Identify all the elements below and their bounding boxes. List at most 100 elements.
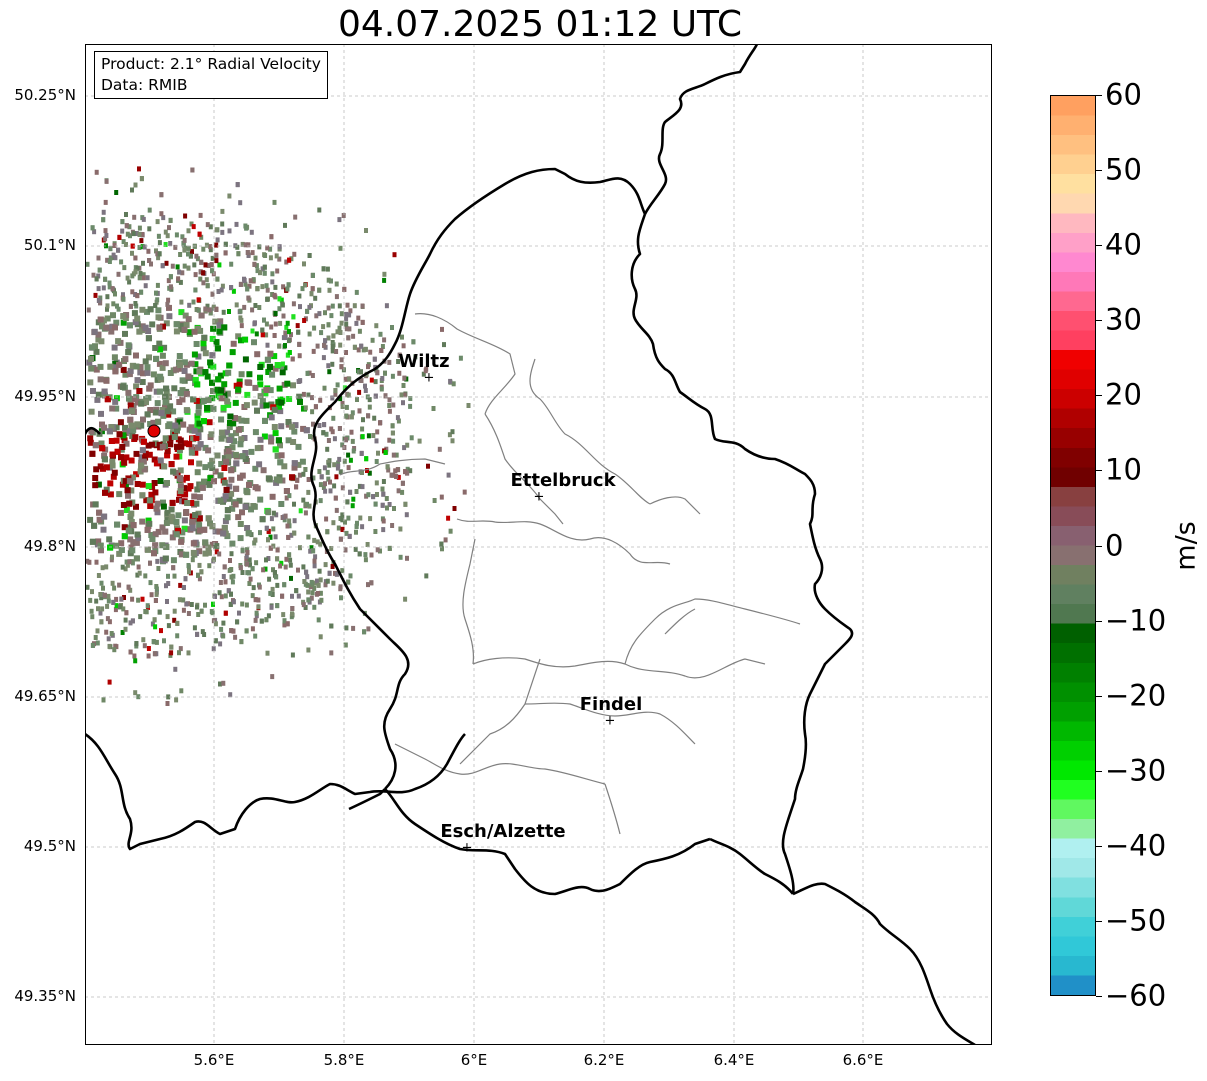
radar-echo-pixel [188, 424, 195, 431]
radar-echo-pixel [134, 481, 141, 487]
radar-echo-pixel [141, 637, 146, 643]
radar-echo-pixel [334, 474, 339, 480]
radar-echo-pixel [332, 436, 337, 442]
radar-echo-pixel [344, 530, 349, 536]
radar-echo-pixel [207, 307, 212, 313]
radar-echo-pixel [169, 644, 174, 650]
radar-echo-pixel [338, 536, 343, 542]
radar-echo-pixel [363, 346, 368, 352]
radar-echo-pixel [103, 324, 110, 331]
radar-echo-pixel [296, 593, 301, 599]
radar-echo-pixel [162, 360, 169, 367]
radar-echo-pixel [203, 602, 207, 608]
radar-echo-pixel [166, 278, 171, 284]
radar-echo-pixel [108, 328, 115, 335]
radar-echo-pixel [214, 386, 221, 393]
radar-echo-pixel [217, 262, 222, 268]
radar-echo-pixel [109, 451, 116, 458]
radar-echo-pixel [343, 547, 348, 553]
radar-echo-pixel [205, 549, 212, 556]
radar-echo-pixel [340, 485, 345, 491]
radar-echo-pixel [103, 464, 110, 471]
radar-echo-pixel [91, 272, 96, 278]
colorbar-tick-label: −60 [1105, 978, 1167, 1013]
radar-echo-pixel [177, 483, 184, 490]
radar-echo-pixel [390, 325, 394, 330]
city-label-wiltz: Wiltz [398, 351, 450, 372]
radar-echo-pixel [140, 370, 146, 377]
radar-echo-pixel [293, 214, 298, 220]
radar-echo-pixel [95, 640, 100, 646]
radar-echo-pixel [166, 421, 173, 428]
radar-echo-pixel [276, 403, 282, 410]
radar-echo-pixel [277, 343, 282, 349]
radar-echo-pixel [278, 320, 283, 326]
radar-echo-pixel [327, 462, 332, 468]
radar-echo-pixel [247, 557, 252, 563]
radar-echo-pixel [112, 585, 117, 591]
radar-echo-pixel [291, 301, 296, 307]
radar-echo-pixel [221, 324, 228, 331]
radar-echo-pixel [374, 323, 379, 329]
radar-echo-pixel [247, 283, 252, 289]
radar-echo-pixel [186, 650, 191, 656]
radar-echo-pixel [301, 497, 306, 503]
radar-echo-pixel [394, 474, 399, 479]
radar-echo-pixel [187, 483, 194, 490]
radar-echo-pixel [207, 359, 214, 366]
radar-echo-pixel [239, 317, 244, 323]
radar-echo-pixel [207, 405, 214, 412]
radar-echo-pixel [176, 447, 183, 454]
radar-echo-pixel [296, 393, 303, 400]
radar-echo-pixel [164, 452, 171, 459]
radar-echo-pixel [96, 516, 103, 523]
radar-echo-pixel [310, 590, 315, 596]
radar-echo-pixel [173, 519, 180, 526]
radar-echo-pixel [383, 370, 387, 376]
radar-map[interactable] [85, 44, 992, 1045]
radar-echo-pixel [232, 399, 239, 406]
radar-echo-pixel [141, 466, 148, 473]
radar-echo-pixel [164, 260, 169, 266]
radar-echo-pixel [208, 247, 213, 253]
radar-echo-pixel [146, 646, 151, 651]
radar-echo-pixel [283, 330, 288, 336]
radar-echo-pixel [282, 618, 287, 624]
radar-echo-pixel [221, 680, 226, 686]
radar-echo-pixel [177, 467, 184, 474]
radar-echo-pixel [91, 522, 98, 529]
radar-echo-pixel [321, 266, 326, 272]
radar-echo-pixel [149, 261, 153, 267]
radar-echo-pixel [188, 500, 195, 506]
radar-echo-pixel [307, 370, 312, 376]
radar-echo-pixel [195, 510, 202, 517]
radar-echo-pixel [306, 392, 311, 398]
radar-echo-pixel [111, 252, 116, 258]
radar-echo-pixel [336, 463, 341, 469]
radar-echo-pixel [229, 540, 236, 547]
radar-echo-pixel [278, 399, 285, 406]
radar-echo-pixel [271, 406, 278, 413]
radar-echo-pixel [118, 540, 125, 547]
radar-echo-pixel [103, 228, 108, 234]
radar-echo-pixel [367, 470, 372, 476]
radar-echo-pixel [291, 314, 296, 320]
radar-echo-pixel [94, 559, 99, 565]
canton-boundaries [339, 313, 801, 835]
radar-echo-pixel [146, 497, 153, 504]
radar-echo-pixel [153, 303, 158, 308]
radar-echo-pixel [295, 323, 300, 329]
radar-echo-pixel [421, 371, 426, 377]
radar-echo-pixel [282, 622, 287, 628]
radar-echo-pixel [346, 579, 351, 585]
radar-echo-pixel [101, 513, 108, 520]
radar-echo-pixel [278, 423, 285, 430]
radar-echo-pixel [194, 413, 201, 420]
radar-echo-pixel [126, 371, 133, 378]
radar-echo-pixel [396, 488, 401, 494]
radar-echo-pixel [230, 420, 237, 427]
radar-echo-pixel [143, 399, 149, 406]
radar-echo-pixel [357, 408, 362, 414]
radar-echo-pixel [138, 462, 145, 469]
radar-echo-pixel [354, 529, 358, 535]
